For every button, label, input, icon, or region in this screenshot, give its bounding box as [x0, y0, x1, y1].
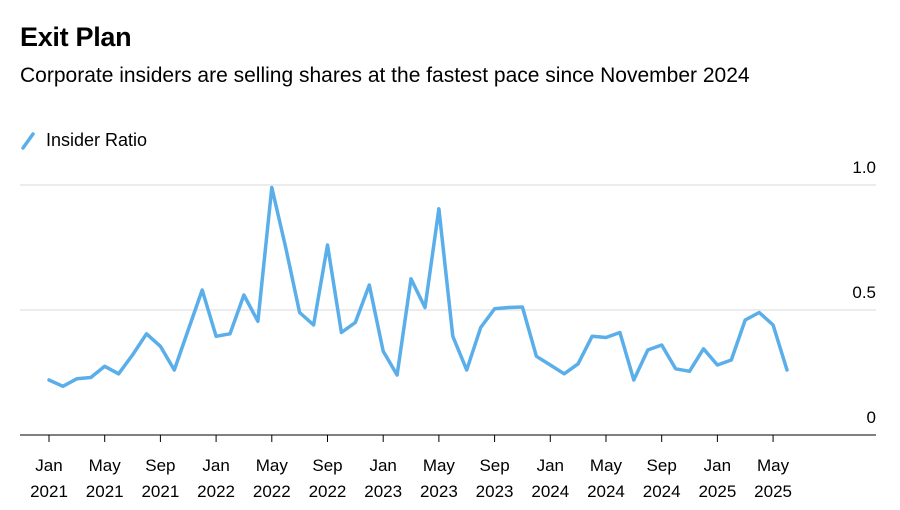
x-tick-label: May — [757, 456, 790, 475]
x-tick-label: May — [590, 456, 623, 475]
y-tick-label: 1.0 — [852, 158, 876, 177]
x-tick-year-label: 2021 — [30, 482, 68, 501]
x-tick-label: Jan — [35, 456, 62, 475]
series-line-insider-ratio — [47, 185, 789, 389]
legend-swatch — [21, 131, 35, 150]
x-tick-year-label: 2024 — [587, 482, 625, 501]
x-tick-year-label: 2025 — [754, 482, 792, 501]
x-tick-year-label: 2023 — [364, 482, 402, 501]
legend-label: Insider Ratio — [46, 130, 148, 150]
x-tick-year-label: 2023 — [476, 482, 514, 501]
x-tick-year-label: 2023 — [420, 482, 458, 501]
x-tick-label: Sep — [312, 456, 342, 475]
x-tick-label: Jan — [537, 456, 564, 475]
x-tick-label: Jan — [202, 456, 229, 475]
x-tick-label: May — [423, 456, 456, 475]
y-tick-label: 0 — [867, 408, 876, 427]
y-tick-label: 0.5 — [852, 283, 876, 302]
x-tick-year-label: 2021 — [86, 482, 124, 501]
x-tick-label: Jan — [704, 456, 731, 475]
x-tick-year-label: 2025 — [698, 482, 736, 501]
x-tick-year-label: 2022 — [197, 482, 235, 501]
x-tick-year-label: 2024 — [531, 482, 569, 501]
legend: Insider Ratio — [20, 130, 147, 151]
x-tick-label: Jan — [369, 456, 396, 475]
x-tick-year-label: 2021 — [141, 482, 179, 501]
x-tick-year-label: 2022 — [309, 482, 347, 501]
x-tick-label: May — [89, 456, 122, 475]
x-tick-label: Sep — [145, 456, 175, 475]
x-tick-year-label: 2022 — [253, 482, 291, 501]
x-tick-year-label: 2024 — [643, 482, 681, 501]
chart-title: Exit Plan — [20, 22, 132, 52]
chart-subtitle: Corporate insiders are selling shares at… — [20, 64, 750, 87]
x-tick-label: Sep — [647, 456, 677, 475]
x-tick-label: May — [256, 456, 289, 475]
x-tick-label: Sep — [479, 456, 509, 475]
